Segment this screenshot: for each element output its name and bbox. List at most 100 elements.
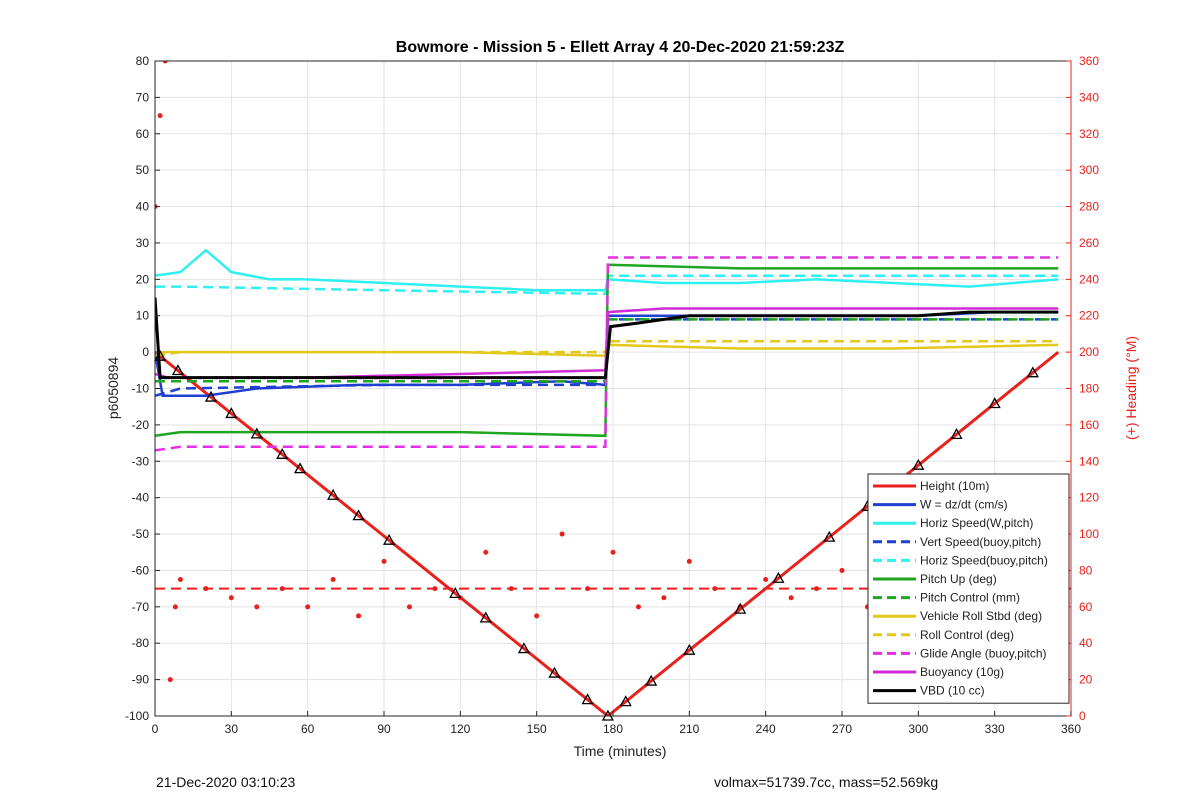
chart-title: Bowmore - Mission 5 - Ellett Array 4 20-… [396,39,845,56]
height-marker [153,349,167,361]
legend-label: Horiz Speed(W,pitch) [920,516,1033,530]
legend-label: Vert Speed(buoy,pitch) [920,535,1041,549]
legend-label: Roll Control (deg) [920,628,1014,642]
height-marker [517,642,531,654]
y-tick-label: 80 [136,54,150,68]
y-right-tick-label: 80 [1079,563,1093,577]
y-tick-label: -10 [132,382,150,396]
x-tick-label: 30 [225,722,239,736]
heading-point [559,531,565,537]
heading-point [406,604,412,610]
y-tick-label: 0 [142,345,149,359]
y-tick-label: -20 [132,418,150,432]
heading-point [508,586,514,592]
y-right-tick-label: 160 [1079,418,1099,432]
heading-point [177,577,183,583]
y-right-tick-label: 260 [1079,236,1099,250]
x-axis-label: Time (minutes) [574,743,667,759]
y-right-tick-label: 220 [1079,309,1099,323]
height-marker [548,666,561,678]
y-tick-label: 60 [136,127,150,141]
heading-point [610,549,616,555]
height-marker [581,693,594,705]
x-tick-label: 150 [527,722,547,736]
y-right-tick-label: 140 [1079,454,1099,468]
x-axis: 0 30 60 90 120 150 180 210 240 270 300 330 360 [152,711,1081,736]
series-layer [155,248,1060,716]
height-marker [449,587,462,598]
heading-point [483,549,489,555]
heading-point [356,613,362,619]
footer-vol-mass: volmax=51739.7cc, mass=52.569kg [714,774,939,790]
series-line-11 [155,297,1059,380]
series-line-5 [155,263,1059,438]
y-tick-label: 40 [136,200,150,214]
y-right-tick-label: 340 [1079,90,1099,104]
height-marker [204,390,218,402]
y-right-tick-label: 100 [1079,527,1099,541]
height-marker [327,488,340,500]
height-marker [734,602,747,614]
height-marker [645,674,658,686]
y-tick-label: -40 [132,491,150,505]
legend-label: Pitch Control (mm) [920,591,1020,605]
x-tick-label: 180 [603,722,623,736]
legend-label: Vehicle Roll Stbd (deg) [920,609,1042,623]
y-tick-label: 70 [136,90,150,104]
y-right-tick-label: 280 [1079,200,1099,214]
height-marker [1026,366,1039,378]
legend-box [867,473,1070,704]
y-axis-label: p6050894 [105,357,121,420]
y-right-tick-label: 200 [1079,345,1099,359]
y-right-tick-label: 0 [1079,709,1086,723]
height-marker [823,530,836,542]
x-tick-label: 300 [908,722,928,736]
heading-point [534,613,540,619]
x-tick-label: 120 [450,722,470,736]
height-marker [171,364,185,376]
heading-point [228,595,234,601]
heading-point [254,604,260,610]
y-right-tick-label: 360 [1079,54,1099,68]
y-tick-label: 30 [136,236,150,250]
heading-point [432,586,438,592]
height-marker [382,533,396,545]
height-marker [772,571,785,583]
heading-point [157,113,163,119]
y-right-tick-label: 180 [1079,382,1099,396]
y-right-tick-label: 120 [1079,491,1099,505]
heading-point [686,558,692,564]
series-line-9 [155,256,1059,452]
y-right-tick-label: 40 [1079,636,1093,650]
height-marker [293,462,307,474]
y-axis-right-label: (+) Heading (°M) [1123,336,1139,440]
heading-point [839,567,845,573]
height-marker [276,447,289,459]
footer-timestamp: 21-Dec-2020 03:10:23 [156,774,296,790]
heading-point [330,577,336,583]
heading-point [203,586,209,592]
legend-label: VBD (10 cc) [920,684,985,698]
heading-point [162,61,168,64]
y-right-tick-label: 300 [1079,163,1099,177]
y-right-tick-label: 320 [1079,127,1099,141]
x-tick-label: 0 [152,722,159,736]
series-line-4 [155,274,1059,296]
height-marker [988,397,1001,409]
x-tick-label: 90 [377,722,391,736]
legend-label: Horiz Speed(buoy,pitch) [920,553,1048,567]
x-tick-label: 210 [679,722,699,736]
height-marker [683,643,696,655]
y-tick-label: -30 [132,454,150,468]
y-tick-label: 50 [136,163,150,177]
legend-label: Buoyancy (10g) [920,665,1004,679]
height-marker [950,428,963,439]
height-marker [250,427,263,439]
x-tick-label: 60 [301,722,315,736]
heading-point [172,604,178,610]
height-marker [225,407,238,419]
heading-point [814,586,820,592]
y-tick-label: 20 [136,272,150,286]
height-marker [479,611,492,623]
